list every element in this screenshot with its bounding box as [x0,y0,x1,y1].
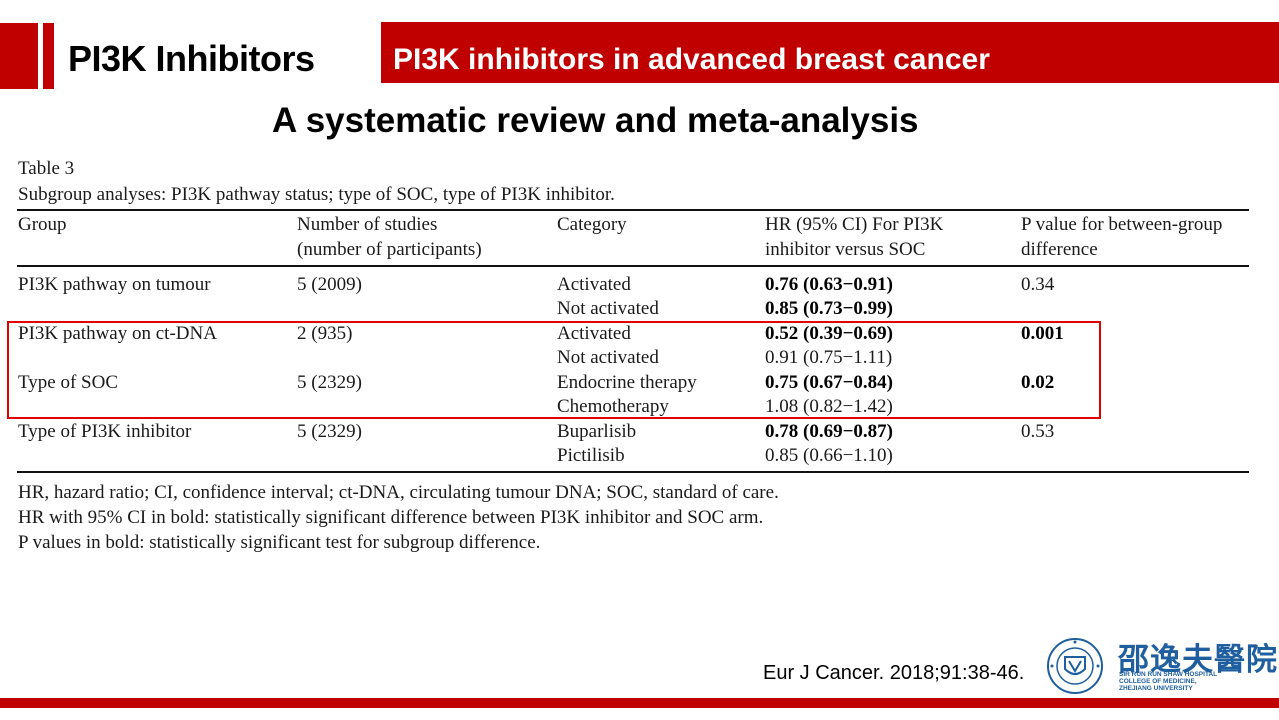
header-accent-bar-thin [43,23,54,89]
table-row-p: 0.53 [1021,421,1055,442]
table-header-rule [17,265,1249,267]
table-row-category: Pictilisib [557,445,625,466]
slide-subtitle: A systematic review and meta-analysis [272,101,919,140]
table-row-p: 0.34 [1021,274,1055,295]
footnote: HR, hazard ratio; CI, confidence interva… [18,482,779,503]
table-row-num: 5 (2329) [297,372,362,393]
table-top-rule [17,209,1249,211]
table-row-num: 5 (2329) [297,421,362,442]
footnote: P values in bold: statistically signific… [18,532,541,553]
table-row-category: Endocrine therapy [557,372,697,393]
table-row-hr: 0.52 (0.39−0.69) [765,323,893,344]
table-row-category: Not activated [557,347,659,368]
table-bottom-rule [17,471,1249,473]
table-row-group: Type of PI3K inhibitor [18,421,192,442]
table-row-category: Buparlisib [557,421,637,442]
table-row-p: 0.02 [1021,372,1055,393]
header-hr-line1: HR (95% CI) For PI3K [765,214,944,235]
footnote: HR with 95% CI in bold: statistically si… [18,507,764,528]
header-accent-bar [0,23,38,89]
table-row-hr: 0.75 (0.67−0.84) [765,372,893,393]
table-row-hr: 1.08 (0.82−1.42) [765,396,893,417]
section-title: PI3K Inhibitors [68,38,315,79]
hospital-name-en-line3: ZHEJIANG UNIVERSITY [1119,685,1193,692]
table-row-num: 5 (2009) [297,274,362,295]
table-row-hr: 0.78 (0.69−0.87) [765,421,893,442]
citation: Eur J Cancer. 2018;91:38-46. [763,662,1025,684]
header-num-line2: (number of participants) [297,239,482,260]
highlight-box [7,321,1101,419]
table-row-category: Chemotherapy [557,396,669,417]
table-row-hr: 0.91 (0.75−1.11) [765,347,893,368]
hospital-name-cn: 邵逸夫醫院 [1118,642,1278,678]
header-p-line2: difference [1021,239,1098,260]
header-band: PI3K inhibitors in advanced breast cance… [381,22,1279,83]
table-row-group: PI3K pathway on tumour [18,274,211,295]
table-row-category: Activated [557,274,631,295]
hospital-seal-icon [1047,638,1103,694]
table-subcaption: Subgroup analyses: PI3K pathway status; … [18,184,615,205]
header-num-line1: Number of studies [297,214,438,235]
hospital-name-en-line2: COLLEGE OF MEDICINE, [1119,678,1197,685]
footer-band [0,698,1279,708]
header-group: Group [18,214,67,235]
table-caption: Table 3 [18,158,75,179]
hospital-name-en: SIR RUN RUN SHAW HOSPITAL COLLEGE OF MED… [1119,671,1249,692]
table-row-hr: 0.76 (0.63−0.91) [765,274,893,295]
table-row-category: Activated [557,323,631,344]
table-row-num: 2 (935) [297,323,353,344]
hospital-name-en-line1: SIR RUN RUN SHAW HOSPITAL [1119,671,1218,678]
table-row-hr: 0.85 (0.66−1.10) [765,445,893,466]
table-row-category: Not activated [557,298,659,319]
table-row-group: PI3K pathway on ct-DNA [18,323,217,344]
table-row-p: 0.001 [1021,323,1064,344]
slide-title: PI3K inhibitors in advanced breast cance… [393,43,990,76]
header-category: Category [557,214,627,235]
header-hr-line2: inhibitor versus SOC [765,239,926,260]
table-row-hr: 0.85 (0.73−0.99) [765,298,893,319]
table-row-group: Type of SOC [18,372,119,393]
header-p-line1: P value for between-group [1021,214,1223,235]
